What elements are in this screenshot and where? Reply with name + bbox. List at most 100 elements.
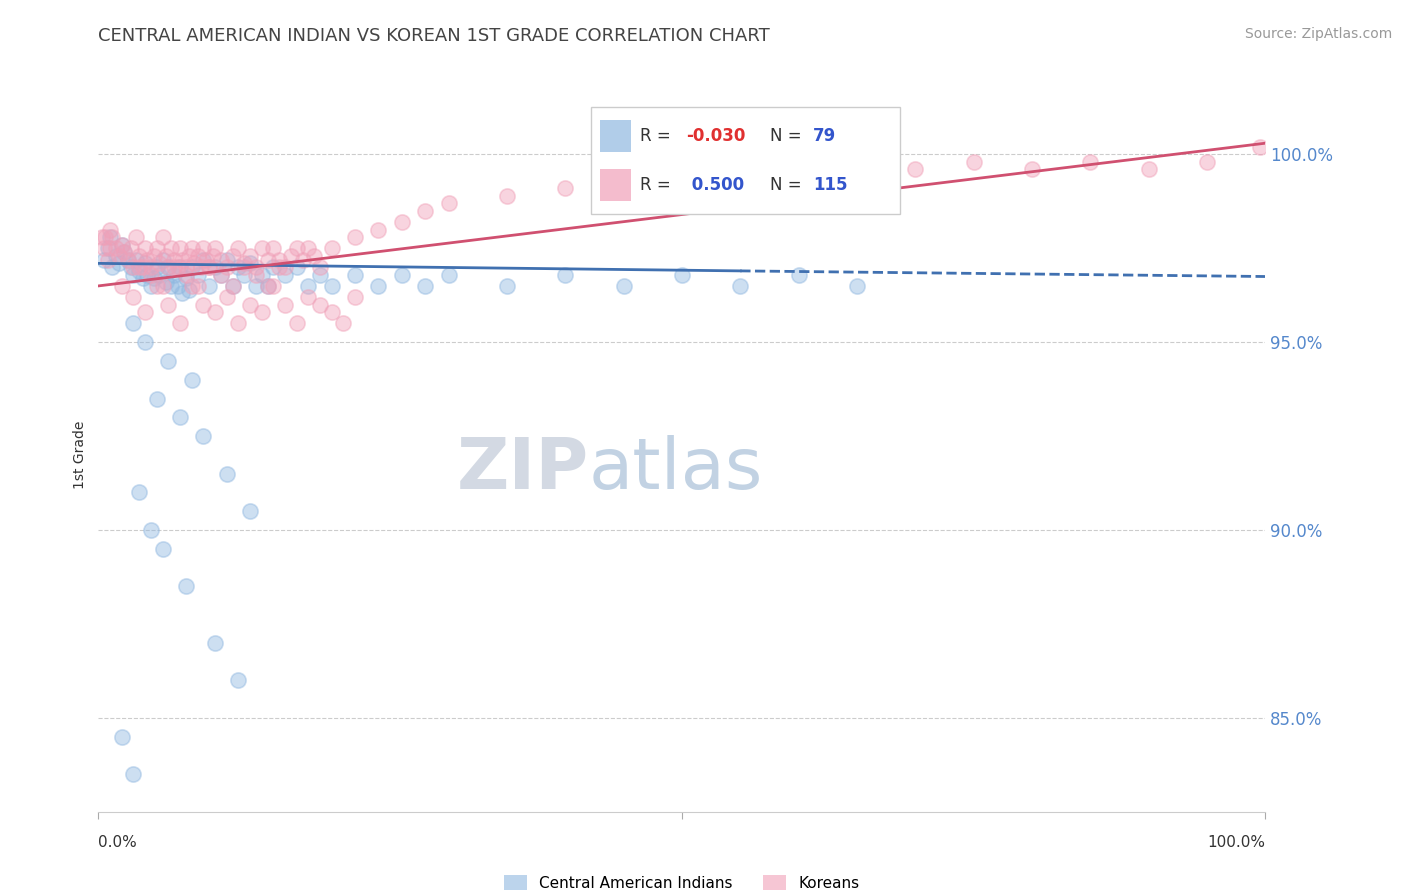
Point — [297, 241, 319, 255]
Point — [174, 260, 197, 274]
Point — [163, 268, 186, 282]
Point — [344, 290, 367, 304]
Point — [274, 268, 297, 282]
Point — [93, 252, 115, 267]
Point — [163, 252, 186, 267]
Point — [285, 317, 308, 331]
Point — [180, 241, 202, 255]
Point — [274, 260, 297, 274]
Point — [201, 249, 224, 263]
Point — [198, 260, 221, 274]
Point — [157, 260, 180, 274]
Point — [495, 279, 517, 293]
Point — [245, 260, 267, 274]
Point — [193, 298, 215, 312]
Point — [120, 241, 142, 255]
Point — [155, 275, 177, 289]
Legend: Central American Indians, Koreans: Central American Indians, Koreans — [498, 869, 866, 892]
Text: atlas: atlas — [589, 434, 763, 504]
Point — [554, 268, 576, 282]
Point — [98, 241, 121, 255]
Point — [183, 256, 205, 270]
Point — [221, 279, 243, 293]
Point — [391, 215, 413, 229]
Point — [180, 279, 202, 293]
Point — [117, 252, 139, 267]
Point — [155, 249, 177, 263]
Text: CENTRAL AMERICAN INDIAN VS KOREAN 1ST GRADE CORRELATION CHART: CENTRAL AMERICAN INDIAN VS KOREAN 1ST GR… — [98, 27, 770, 45]
Point — [215, 467, 238, 481]
Point — [1080, 155, 1102, 169]
Point — [215, 252, 238, 267]
Point — [104, 249, 127, 263]
Point — [139, 279, 162, 293]
Point — [730, 169, 752, 184]
Point — [221, 279, 243, 293]
Point — [187, 268, 209, 282]
Text: Source: ZipAtlas.com: Source: ZipAtlas.com — [1244, 27, 1392, 41]
Point — [198, 279, 221, 293]
Point — [962, 155, 984, 169]
Point — [128, 260, 150, 274]
Point — [274, 298, 297, 312]
Point — [269, 252, 291, 267]
Point — [193, 252, 215, 267]
Point — [228, 673, 250, 688]
Point — [187, 279, 209, 293]
Point — [132, 271, 155, 285]
Point — [198, 260, 221, 274]
Point — [204, 636, 226, 650]
Point — [204, 241, 226, 255]
Point — [193, 241, 215, 255]
Point — [215, 290, 238, 304]
Point — [262, 260, 284, 274]
Point — [157, 260, 180, 274]
Point — [152, 279, 174, 293]
Point — [111, 279, 134, 293]
Point — [846, 169, 869, 184]
Point — [613, 279, 636, 293]
Point — [94, 230, 117, 244]
Point — [104, 241, 127, 255]
Point — [136, 268, 159, 282]
Point — [256, 279, 278, 293]
Point — [120, 260, 142, 274]
Point — [309, 268, 332, 282]
Point — [117, 252, 139, 267]
Point — [285, 260, 308, 274]
Point — [367, 222, 389, 236]
Point — [671, 268, 693, 282]
Point — [122, 268, 145, 282]
Point — [233, 260, 256, 274]
Point — [174, 579, 197, 593]
Point — [159, 279, 181, 293]
Point — [169, 317, 191, 331]
Point — [344, 230, 367, 244]
Point — [280, 249, 302, 263]
Point — [787, 162, 810, 177]
Point — [904, 162, 927, 177]
Point — [122, 260, 145, 274]
Point — [180, 260, 202, 274]
Point — [128, 485, 150, 500]
Point — [143, 271, 166, 285]
Point — [179, 249, 201, 263]
Point — [332, 317, 354, 331]
Point — [136, 252, 159, 267]
Point — [262, 279, 284, 293]
Point — [228, 260, 250, 274]
Text: 100.0%: 100.0% — [1208, 836, 1265, 850]
Text: R =: R = — [640, 127, 676, 145]
Point — [169, 410, 191, 425]
Point — [204, 260, 226, 274]
Bar — [600, 120, 631, 152]
Point — [730, 279, 752, 293]
Point — [194, 252, 217, 267]
Point — [90, 230, 112, 244]
Point — [344, 268, 367, 282]
Text: 115: 115 — [813, 177, 848, 194]
Point — [143, 249, 166, 263]
Point — [239, 504, 262, 518]
Point — [297, 279, 319, 293]
Point — [98, 230, 121, 244]
